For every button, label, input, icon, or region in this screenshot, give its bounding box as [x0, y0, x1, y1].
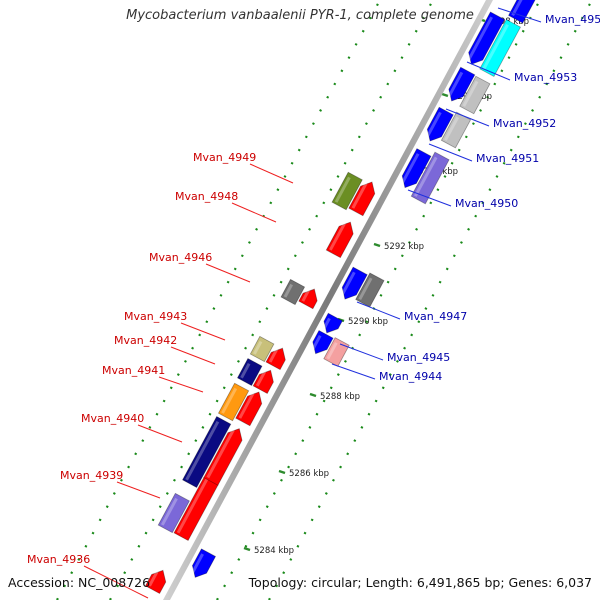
gene-mvan-4949[interactable] [331, 171, 363, 211]
leader-line-mvan-4950 [407, 189, 452, 207]
gene-label-mvan-4941[interactable]: Mvan_4941 [102, 364, 165, 377]
gene-red-arrow-4[interactable] [235, 391, 263, 427]
gene-mvan-4946[interactable] [280, 278, 306, 306]
gene-mvan-4952[interactable] [459, 75, 491, 115]
backbone-line [163, 0, 493, 600]
leader-line-mvan-4936 [83, 565, 149, 599]
gene-mvan-4940[interactable] [182, 415, 232, 489]
scale-tick-label: 5292 kbp [384, 242, 424, 252]
gene-blue-arrow-3[interactable] [322, 312, 343, 334]
scale-tick-label: 5290 kbp [348, 317, 388, 327]
gene-label-mvan-4949[interactable]: Mvan_4949 [193, 151, 256, 164]
gene-features [144, 0, 537, 595]
gene-mvan-4951[interactable] [440, 111, 472, 149]
scale-tick-label: 5284 kbp [254, 546, 294, 556]
gene-label-mvan-4948[interactable]: Mvan_4948 [175, 190, 238, 203]
leader-line-mvan-4949 [249, 163, 294, 184]
gene-label-mvan-4954[interactable]: Mvan_4954 [545, 13, 600, 26]
leader-line-mvan-4951 [428, 143, 473, 162]
scale-tick-mark [441, 92, 449, 98]
gene-blue-arrow-5[interactable] [400, 148, 432, 189]
gene-red-arrow-1[interactable] [144, 569, 167, 595]
gene-blue-arrow-8[interactable] [467, 11, 506, 65]
gene-red-arrow-9[interactable] [348, 181, 376, 217]
gene-mvan-4942[interactable] [236, 357, 263, 387]
leader-line-mvan-4953 [466, 61, 511, 81]
gene-blue-arrow-2[interactable] [311, 329, 334, 355]
leader-line-mvan-4945 [339, 343, 384, 361]
label-leader-lines [83, 7, 542, 599]
leader-line-mvan-4948 [231, 202, 277, 223]
leader-line-mvan-4941 [158, 376, 204, 393]
gene-label-mvan-4944[interactable]: Mvan_4944 [379, 370, 442, 383]
leader-line-mvan-4939 [116, 481, 161, 499]
gene-label-mvan-4942[interactable]: Mvan_4942 [114, 334, 177, 347]
gene-mvan-4943[interactable] [249, 335, 275, 363]
gene-label-mvan-4940[interactable]: Mvan_4940 [81, 412, 144, 425]
gene-label-mvan-4947[interactable]: Mvan_4947 [404, 310, 467, 323]
gene-blue-arrow-6[interactable] [425, 106, 454, 142]
gene-red-arrow-7[interactable] [298, 288, 318, 310]
scale-tick-label: 5288 kbp [320, 392, 360, 402]
scale-tick-mark [309, 392, 317, 398]
gene-label-mvan-4936[interactable]: Mvan_4936 [27, 553, 90, 566]
dotted-track-inner-reverse [216, 0, 541, 600]
gene-mvan-4953[interactable] [479, 19, 521, 77]
gene-label-mvan-4946[interactable]: Mvan_4946 [149, 251, 212, 264]
gene-label-mvan-4950[interactable]: Mvan_4950 [455, 197, 518, 210]
gene-mvan-4950[interactable] [410, 151, 450, 205]
leader-line-mvan-4944 [331, 363, 376, 380]
gene-mvan-4954[interactable] [508, 0, 537, 24]
leader-line-mvan-4954 [497, 7, 542, 23]
leader-line-mvan-4946 [205, 263, 251, 283]
leader-line-mvan-4952 [445, 108, 490, 127]
scale-tick-mark [243, 546, 251, 552]
leader-line-mvan-4940 [137, 424, 183, 443]
gene-labels: Mvan_4936 Mvan_4939 Mvan_4940 Mvan_4941 Mvan… [27, 13, 600, 566]
gene-mvan-4939[interactable] [157, 492, 190, 534]
gene-red-arrow-8[interactable] [325, 221, 354, 259]
genome-backbone [163, 0, 493, 600]
scale-tick-mark [373, 242, 381, 248]
gene-mvan-4941[interactable] [217, 382, 250, 422]
gene-label-mvan-4953[interactable]: Mvan_4953 [514, 71, 577, 84]
genome-stats-text: Topology: circular; Length: 6,491,865 bp… [248, 575, 592, 590]
leader-line-mvan-4947 [356, 301, 401, 320]
dotted-track-outer-reverse [268, 0, 593, 600]
scale-tick-mark [278, 469, 286, 475]
gene-blue-arrow-7[interactable] [447, 66, 476, 102]
scale-tick-label: 5286 kbp [289, 469, 329, 479]
gene-label-mvan-4939[interactable]: Mvan_4939 [60, 469, 123, 482]
gene-label-mvan-4951[interactable]: Mvan_4951 [476, 152, 539, 165]
gene-red-arrow-3[interactable] [203, 428, 243, 486]
leader-line-mvan-4943 [180, 322, 226, 341]
gene-red-arrow-6[interactable] [265, 347, 286, 371]
gene-label-mvan-4952[interactable]: Mvan_4952 [493, 117, 556, 130]
leader-line-mvan-4942 [170, 346, 216, 365]
gene-label-mvan-4943[interactable]: Mvan_4943 [124, 310, 187, 323]
gene-blue-arrow-4[interactable] [340, 266, 368, 300]
genome-title: Mycobacterium vanbaalenii PYR-1, complet… [126, 8, 474, 23]
gene-label-mvan-4945[interactable]: Mvan_4945 [387, 351, 450, 364]
gene-blue-arrow-1[interactable] [190, 548, 217, 578]
dotted-track-outer-forward [56, 0, 381, 600]
gene-red-arrow-5[interactable] [252, 369, 274, 395]
dotted-track-inner-forward [109, 0, 434, 600]
accession-text: Accession: NC_008726 [8, 575, 151, 590]
gene-mvan-4947[interactable] [355, 272, 385, 308]
